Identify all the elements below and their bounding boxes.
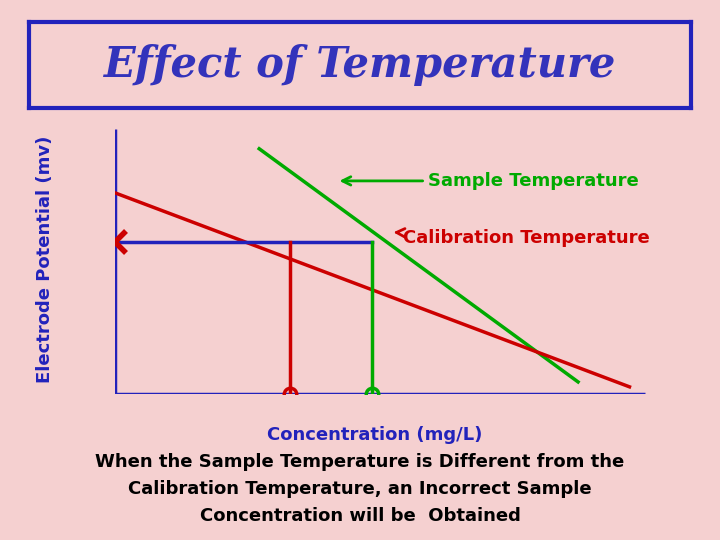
Text: Concentration (mg/L): Concentration (mg/L): [266, 426, 482, 444]
Text: Electrode Potential (mv): Electrode Potential (mv): [36, 136, 54, 383]
Text: Sample Temperature: Sample Temperature: [343, 172, 639, 190]
Text: Calibration Temperature, an Incorrect Sample: Calibration Temperature, an Incorrect Sa…: [128, 480, 592, 498]
Text: When the Sample Temperature is Different from the: When the Sample Temperature is Different…: [95, 453, 625, 471]
Text: Effect of Temperature: Effect of Temperature: [104, 44, 616, 86]
Text: Concentration will be  Obtained: Concentration will be Obtained: [199, 507, 521, 525]
Text: Calibration Temperature: Calibration Temperature: [396, 228, 650, 247]
